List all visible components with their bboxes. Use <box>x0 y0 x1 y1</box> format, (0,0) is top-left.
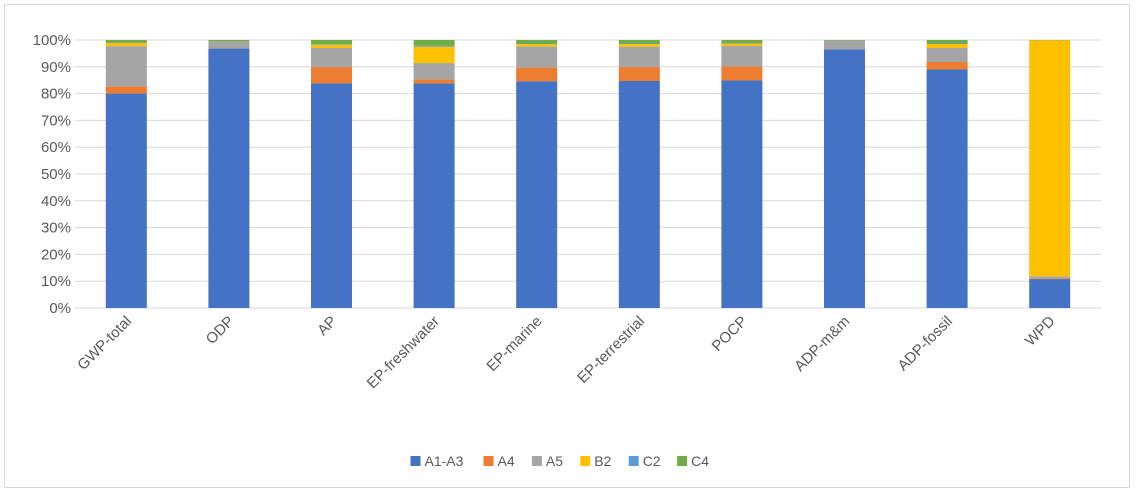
x-tick-label: ADP-fossil <box>894 313 956 375</box>
bar-segment-c4 <box>618 40 660 44</box>
legend-entry-a1-a3: A1-A3 <box>410 453 464 469</box>
bar-segment-b2 <box>618 44 660 47</box>
bar-segment-b2 <box>311 44 352 49</box>
bar-segment-a5 <box>311 48 352 68</box>
bar-segment-c4 <box>926 40 968 44</box>
bar-segment-c2 <box>105 42 147 43</box>
bar-segment-c4 <box>516 40 558 44</box>
bar-segment-a4 <box>721 66 763 81</box>
bar-segment-a4 <box>926 61 968 70</box>
y-tick-label: 100% <box>33 32 71 49</box>
x-tick-label: ODP <box>203 313 238 348</box>
legend-swatch <box>410 456 421 466</box>
legend-entry-c4: C4 <box>677 453 709 469</box>
bar-segment-a5 <box>824 40 865 50</box>
stacked-bar-chart: 0% 10% 20% 30% 40% 50% 60% 70% 80% 90% 100% GWP-to… <box>33 32 1101 469</box>
y-tick-label: 70% <box>41 112 71 129</box>
legend-swatch <box>677 456 688 466</box>
bar-segment-c2 <box>311 44 352 45</box>
x-tick-label: POCP <box>709 313 751 355</box>
y-tick-label: 0% <box>49 300 71 317</box>
legend-swatch <box>483 456 494 466</box>
bar-segment-b2 <box>413 46 455 64</box>
legend-swatch <box>580 456 591 466</box>
bar-segment-c4 <box>105 40 147 43</box>
bar-segment-a4 <box>1029 278 1071 280</box>
y-tick-label: 50% <box>41 166 71 183</box>
x-tick-label: EP-marine <box>483 313 545 375</box>
bar-segment-b2 <box>926 44 968 49</box>
bar-segment-c2 <box>413 45 455 47</box>
legend-swatch <box>628 456 639 466</box>
bar-segment-b2 <box>721 43 763 46</box>
legend-entry-b2: B2 <box>580 453 612 469</box>
x-tick-label: EP-freshwater <box>364 313 443 392</box>
y-tick-label: 40% <box>41 193 71 210</box>
bar-segment-a4 <box>105 86 147 94</box>
legend-label: A1-A3 <box>425 453 464 469</box>
legend-swatch <box>531 456 542 466</box>
x-tick-label: WPD <box>1022 313 1059 350</box>
legend-label: B2 <box>594 453 611 469</box>
bar-segment-c4 <box>413 40 455 46</box>
legend-label: A4 <box>498 453 515 469</box>
bar-segment-b2 <box>516 44 558 47</box>
bar-segment-c4 <box>824 40 865 41</box>
legend-entry-a5: A5 <box>531 453 563 469</box>
bar-segment-a1-a3 <box>413 83 455 308</box>
y-tick-label: 80% <box>41 86 71 103</box>
bar-segment-a5 <box>926 48 968 62</box>
y-tick-label: 90% <box>41 59 71 76</box>
bar-segment-c4 <box>311 40 352 45</box>
bar-segment-a5 <box>413 63 455 80</box>
legend-label: C2 <box>643 453 661 469</box>
legend-entry-c2: C2 <box>628 453 661 469</box>
bar-segment-c2 <box>618 43 660 45</box>
legend-entry-a4: A4 <box>483 453 515 469</box>
bar-segment-a4 <box>516 67 558 82</box>
bar-segment-a5 <box>618 46 660 68</box>
x-axis-tick-labels: GWP-total ODP AP EP-freshwater EP-marine EP-t… <box>74 313 1058 392</box>
bar-segment-a4 <box>311 67 352 84</box>
x-tick-label: AP <box>314 313 340 339</box>
legend-label: A5 <box>546 453 563 469</box>
bar-segment-a1-a3 <box>618 81 660 308</box>
bar-segment-a5 <box>105 46 147 87</box>
y-tick-label: 10% <box>41 273 71 290</box>
bar-segment-a1-a3 <box>721 80 763 308</box>
legend: A1-A3 A4 A5 B2 C2 C4 <box>410 453 709 469</box>
bar-segment-b2 <box>1029 40 1071 277</box>
x-tick-label: ADP-m&m <box>791 313 853 375</box>
bar-segment-a1-a3 <box>1029 279 1071 308</box>
chart-frame: 0% 10% 20% 30% 40% 50% 60% 70% 80% 90% 100% GWP-to… <box>4 4 1130 488</box>
bar-segment-a1-a3 <box>311 83 352 308</box>
bar-segment-a1-a3 <box>516 81 558 308</box>
y-tick-label: 20% <box>41 246 71 263</box>
legend-label: C4 <box>691 453 709 469</box>
bar-segment-a5 <box>721 45 763 67</box>
bar-segment-a5 <box>516 46 558 68</box>
bar-segment-c4 <box>721 40 763 43</box>
y-tick-label: 30% <box>41 220 71 237</box>
bar-segment-c2 <box>721 42 763 44</box>
bar-segment-a5 <box>1029 276 1071 279</box>
bar-segment-a4 <box>413 79 455 84</box>
bar-segment-c2 <box>926 43 968 45</box>
bar-segment-c4 <box>208 40 250 42</box>
bar-segment-b2 <box>105 42 147 47</box>
bar-segment-a4 <box>618 67 660 82</box>
x-tick-label: GWP-total <box>74 313 135 374</box>
bar-segment-a1-a3 <box>824 49 865 308</box>
x-tick-label: EP-terrestrial <box>574 313 648 387</box>
bar-segment-a1-a3 <box>208 48 250 309</box>
bar-segment-a1-a3 <box>105 93 147 308</box>
y-tick-label: 60% <box>41 139 71 156</box>
bar-segment-a1-a3 <box>926 69 968 308</box>
bars <box>105 40 1071 309</box>
y-axis-tick-labels: 0% 10% 20% 30% 40% 50% 60% 70% 80% 90% 100% <box>33 32 71 317</box>
bar-segment-a5 <box>208 41 250 49</box>
bar-segment-c2 <box>516 43 558 45</box>
